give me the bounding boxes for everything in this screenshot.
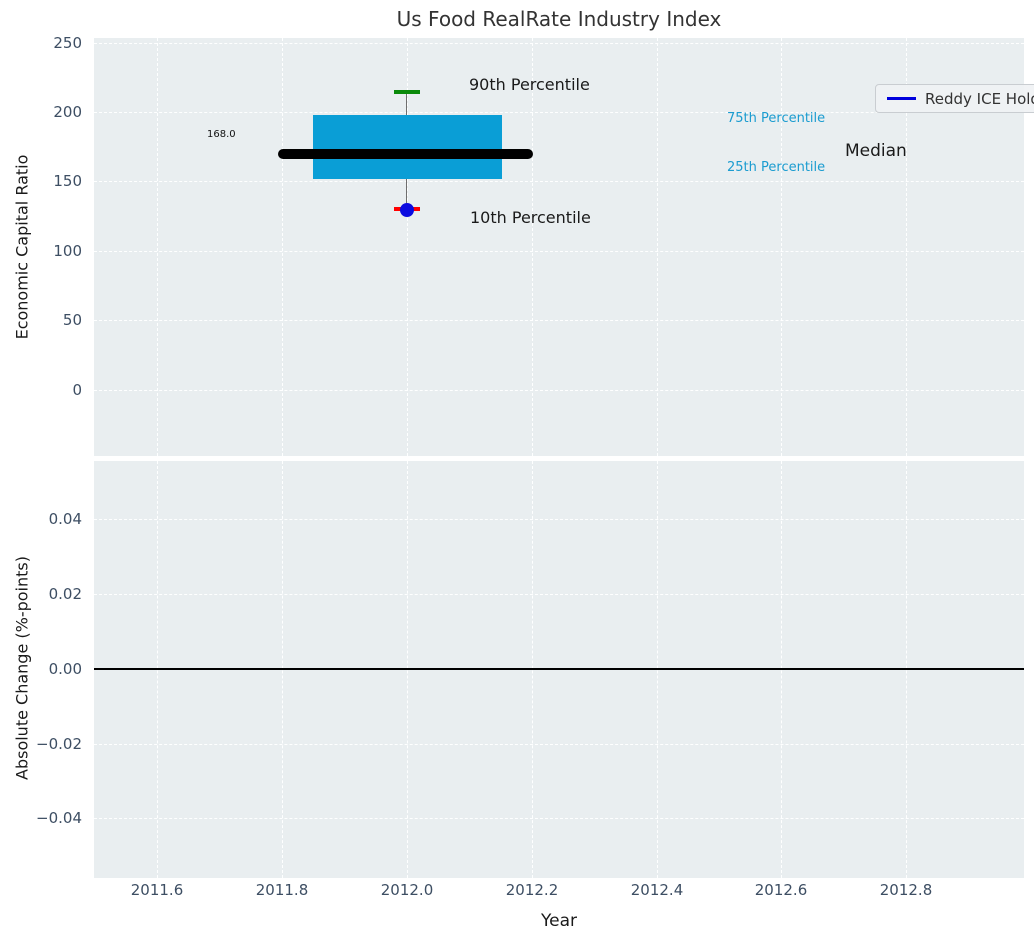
gridline-v [532, 38, 533, 456]
company-value-dot [400, 203, 414, 217]
xlabel: Year [541, 911, 577, 931]
legend: Reddy ICE Holdings INC [875, 84, 1034, 113]
gridline-h [94, 519, 1024, 520]
gridline-h [94, 251, 1024, 252]
xtick-label: 2011.6 [130, 881, 184, 899]
gridline-v [407, 38, 408, 456]
gridline-h [94, 181, 1024, 182]
bottom-plot-area [94, 461, 1024, 878]
ytick-label: −0.04 [36, 809, 82, 827]
chart-title: Us Food RealRate Industry Index [396, 7, 722, 31]
ytick-label: 50 [62, 311, 82, 329]
interquartile-box [313, 115, 502, 179]
top-ylabel: Economic Capital Ratio [12, 154, 32, 340]
p90-annotation: 90th Percentile [469, 75, 590, 94]
median-line [278, 149, 533, 159]
median-value-label: 168.0 [207, 129, 236, 140]
gridline-v [906, 38, 907, 456]
gridline-h [94, 112, 1024, 113]
ytick-label: 250 [53, 34, 82, 52]
gridline-v [157, 38, 158, 456]
xtick-label: 2012.2 [505, 881, 559, 899]
legend-series-label: Reddy ICE Holdings INC [925, 89, 1034, 108]
median-annotation: Median [845, 141, 907, 161]
ytick-label: 150 [53, 172, 82, 190]
ytick-label: −0.02 [36, 735, 82, 753]
gridline-h [94, 390, 1024, 391]
ytick-label: 200 [53, 103, 82, 121]
xtick-label: 2012.6 [754, 881, 808, 899]
top-plot-area: 168.0 90th Percentile 10th Percentile 75… [94, 38, 1034, 456]
p75-annotation: 75th Percentile [727, 111, 826, 126]
legend-line-sample-icon [887, 97, 916, 100]
xtick-label: 2011.8 [255, 881, 309, 899]
p25-annotation: 25th Percentile [727, 160, 826, 175]
xtick-label: 2012.4 [630, 881, 684, 899]
ytick-label: 0.02 [48, 585, 82, 603]
ytick-label: 0 [72, 381, 82, 399]
ytick-label: 0.04 [48, 510, 82, 528]
p90-tick-marker [394, 90, 420, 94]
gridline-v [781, 38, 782, 456]
gridline-h [94, 320, 1024, 321]
gridline-h [94, 744, 1024, 745]
zero-reference-line [94, 668, 1024, 670]
ytick-label: 100 [53, 242, 82, 260]
xtick-label: 2012.8 [879, 881, 933, 899]
ytick-label: 0.00 [48, 660, 82, 678]
gridline-h [94, 594, 1024, 595]
xtick-label: 2012.0 [380, 881, 434, 899]
gridline-v [282, 38, 283, 456]
gridline-h [94, 818, 1024, 819]
bottom-ylabel: Absolute Change (%-points) [12, 556, 32, 780]
p10-annotation: 10th Percentile [470, 208, 591, 227]
gridline-v [657, 38, 658, 456]
gridline-h [94, 43, 1024, 44]
